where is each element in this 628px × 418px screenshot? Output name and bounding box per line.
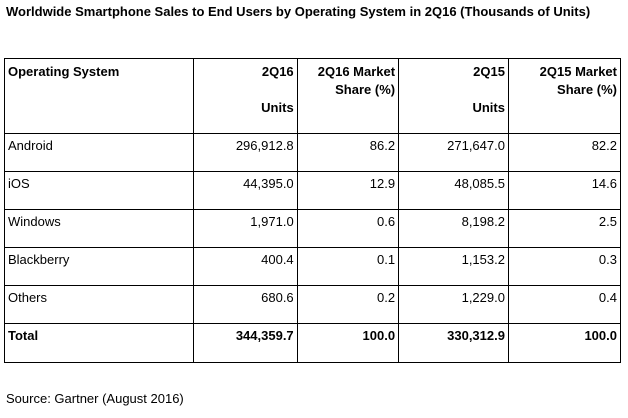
table-row: iOS 44,395.0 12.9 48,085.5 14.6 <box>3 171 622 210</box>
header-row: Operating System 2Q16 Units 2Q16 Market … <box>3 58 622 134</box>
header-units-2q15-top: 2Q15 <box>473 64 505 79</box>
cell-units-2q15: 8,198.2 <box>398 209 509 248</box>
cell-units-2q15: 271,647.0 <box>398 133 509 172</box>
header-share-2q16-top: 2Q16 Market <box>317 64 396 79</box>
header-units-2q16-top: 2Q16 <box>261 64 294 79</box>
table-row: Blackberry 400.4 0.1 1,153.2 0.3 <box>3 247 622 286</box>
header-share-2q16: 2Q16 Market Share (%) <box>296 58 400 134</box>
cell-os: iOS <box>3 171 195 210</box>
header-os: Operating System <box>3 58 195 134</box>
table-row: Windows 1,971.0 0.6 8,198.2 2.5 <box>3 209 622 248</box>
cell-units-2q16: 1,971.0 <box>193 209 298 248</box>
cell-os: Blackberry <box>3 247 195 286</box>
total-label: Total <box>3 323 195 363</box>
cell-share-2q16: 0.1 <box>296 247 400 286</box>
cell-share-2q15: 0.4 <box>507 285 622 324</box>
header-share-2q15: 2Q15 Market Share (%) <box>507 58 622 134</box>
cell-units-2q15: 1,153.2 <box>398 247 509 286</box>
table-row: Android 296,912.8 86.2 271,647.0 82.2 <box>3 133 622 172</box>
header-units-2q15: 2Q15 Units <box>398 58 509 134</box>
table-title: Worldwide Smartphone Sales to End Users … <box>6 4 591 19</box>
cell-units-2q16: 400.4 <box>193 247 298 286</box>
source-note: Source: Gartner (August 2016) <box>6 391 184 406</box>
header-share-2q16-bottom: Share (%) <box>335 82 396 97</box>
sales-table: Operating System 2Q16 Units 2Q16 Market … <box>3 58 622 363</box>
cell-share-2q16: 0.2 <box>296 285 400 324</box>
cell-units-2q16: 296,912.8 <box>193 133 298 172</box>
header-units-2q16: 2Q16 Units <box>193 58 298 134</box>
table-row: Others 680.6 0.2 1,229.0 0.4 <box>3 285 622 324</box>
cell-share-2q15: 0.3 <box>507 247 622 286</box>
header-share-2q15-top: 2Q15 Market <box>539 64 617 79</box>
total-units-2q15: 330,312.9 <box>398 323 509 363</box>
header-units-2q16-bottom: Units <box>261 100 294 115</box>
header-os-label: Operating System <box>8 64 120 79</box>
cell-units-2q15: 48,085.5 <box>398 171 509 210</box>
cell-units-2q15: 1,229.0 <box>398 285 509 324</box>
cell-units-2q16: 44,395.0 <box>193 171 298 210</box>
cell-os: Others <box>3 285 195 324</box>
total-row: Total 344,359.7 100.0 330,312.9 100.0 <box>3 323 622 363</box>
cell-share-2q16: 0.6 <box>296 209 400 248</box>
cell-share-2q16: 12.9 <box>296 171 400 210</box>
total-units-2q16: 344,359.7 <box>193 323 298 363</box>
cell-os: Windows <box>3 209 195 248</box>
cell-share-2q15: 14.6 <box>507 171 622 210</box>
cell-units-2q16: 680.6 <box>193 285 298 324</box>
header-share-2q15-bottom: Share (%) <box>557 82 617 97</box>
total-share-2q15: 100.0 <box>507 323 622 363</box>
header-units-2q15-bottom: Units <box>472 100 505 115</box>
cell-os: Android <box>3 133 195 172</box>
cell-share-2q15: 2.5 <box>507 209 622 248</box>
total-share-2q16: 100.0 <box>296 323 400 363</box>
cell-share-2q16: 86.2 <box>296 133 400 172</box>
cell-share-2q15: 82.2 <box>507 133 622 172</box>
